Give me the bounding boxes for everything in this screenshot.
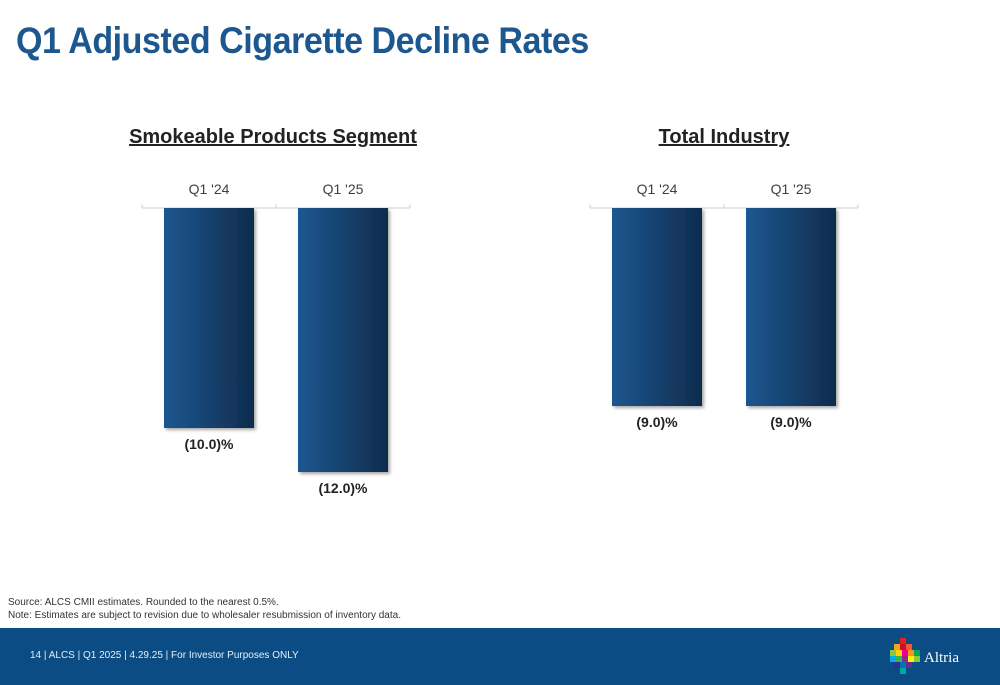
bar	[164, 208, 254, 428]
page-title: Q1 Adjusted Cigarette Decline Rates	[16, 20, 589, 61]
chart-title: Smokeable Products Segment	[129, 126, 417, 148]
x-tick-label: Q1 '25	[323, 181, 364, 197]
bar	[612, 208, 702, 406]
data-label: (9.0)%	[770, 414, 812, 430]
source-note: Source: ALCS CMII estimates. Rounded to …	[8, 597, 279, 608]
data-label: (12.0)%	[318, 480, 368, 496]
charts-area: Smokeable Products Segment Q1 '24 (10.0)% Q…	[129, 126, 859, 496]
x-tick-label: Q1 '24	[189, 181, 230, 197]
footer-text: 14 | ALCS | Q1 2025 | 4.29.25 | For Inve…	[30, 650, 299, 661]
footnotes: Source: ALCS CMII estimates. Rounded to …	[8, 596, 401, 622]
altria-mosaic-logo-icon	[890, 638, 920, 674]
chart-2: Total Industry Q1 '24 (9.0)% Q1 '25 (9.0)%	[589, 126, 859, 430]
estimate-note: Note: Estimates are subject to revision …	[8, 610, 401, 621]
altria-logo: Altria	[890, 638, 990, 674]
x-tick-label: Q1 '24	[637, 181, 678, 197]
data-label: (9.0)%	[636, 414, 678, 430]
altria-logo-text: Altria	[924, 650, 959, 666]
x-tick-label: Q1 '25	[771, 181, 812, 197]
bar	[746, 208, 836, 406]
footer-bar: 14 | ALCS | Q1 2025 | 4.29.25 | For Inve…	[0, 628, 1000, 685]
bar	[298, 208, 388, 472]
chart-title: Total Industry	[659, 126, 791, 148]
chart-1: Smokeable Products Segment Q1 '24 (10.0)% Q…	[129, 126, 417, 496]
data-label: (10.0)%	[184, 436, 234, 452]
